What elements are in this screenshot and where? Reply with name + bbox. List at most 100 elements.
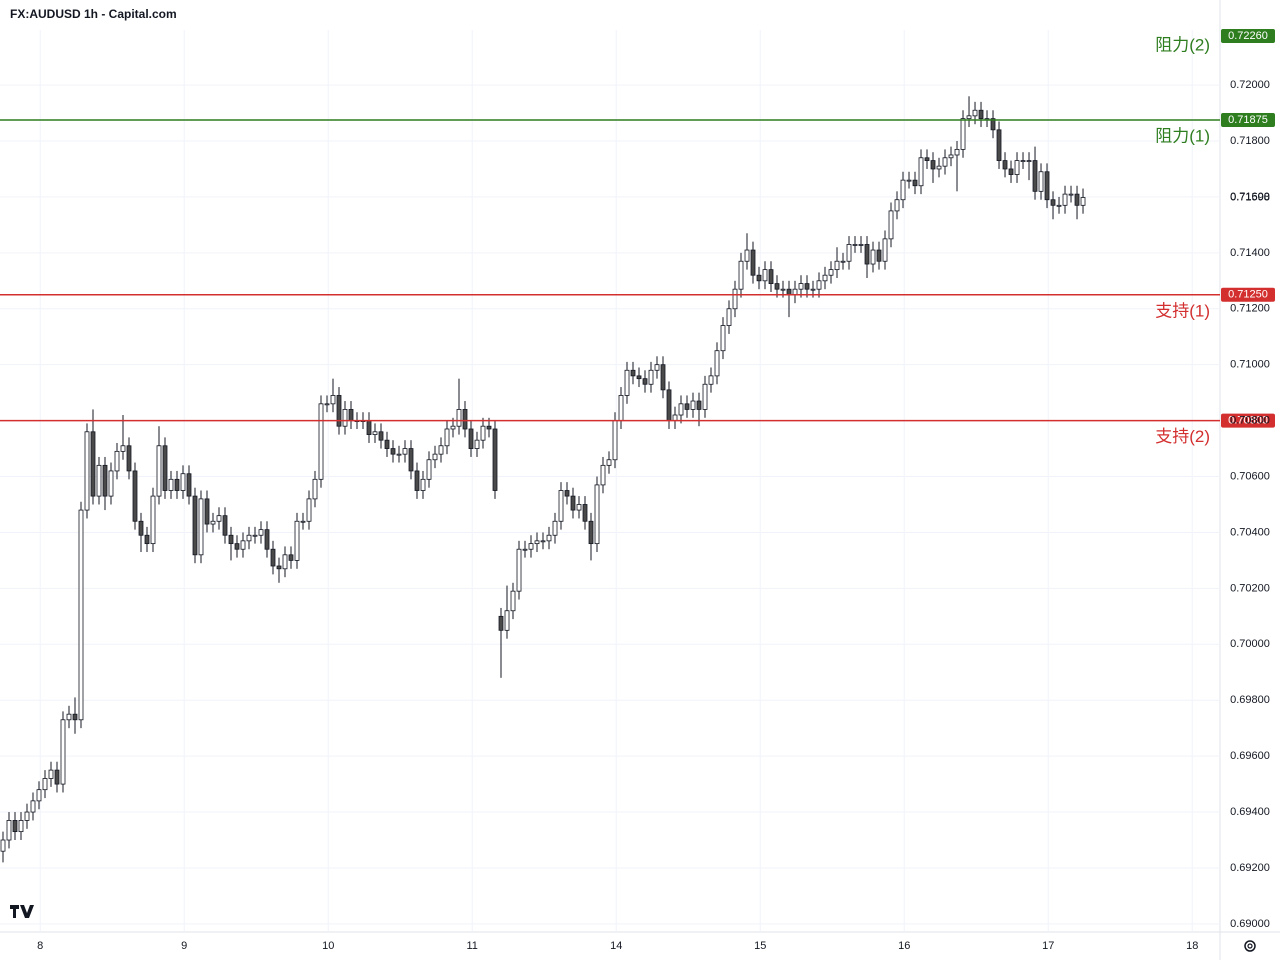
candle-body [810,288,816,291]
candle-body [906,179,912,182]
candle-body [1056,204,1062,207]
candle-body [318,403,324,480]
candle-body [186,473,192,497]
candle-body [714,350,720,377]
candle-body [936,165,942,170]
candle-body [510,590,516,612]
candle-body [114,450,120,472]
level-name: 支持(2) [1155,427,1210,446]
candle-body [444,428,450,447]
level-tag [1221,413,1275,428]
candle-body [576,504,582,511]
candle-body [738,260,744,290]
candle-body [168,478,174,491]
candle-body [972,109,978,117]
candle-body [672,414,678,422]
y-tick-label: 0.70400 [1230,526,1270,538]
candle-body [144,534,150,545]
candle-body [126,445,132,472]
candle-body [228,534,234,545]
levels: 0.72260 阻力(2) 0.71875 阻力(1) 0.71250 支持(1) 0.70… [0,29,1275,446]
candle-body [474,439,480,449]
candle-body [480,425,486,441]
chart-title: FX:AUDUSD 1h - Capital.com [10,7,177,21]
settings-icon[interactable] [1244,940,1256,952]
candle-body [348,409,354,422]
x-tick-label: 8 [37,940,43,952]
candle-body [1044,171,1050,201]
candle-body [1014,160,1020,175]
candle-body [846,244,852,262]
candle-body [918,157,924,187]
candle-body [768,269,774,285]
candle-body [276,565,282,570]
candle-body [78,509,84,721]
candle-body [954,148,960,156]
candle-body [546,534,552,542]
candle-body [486,425,492,430]
candle-body [522,548,528,551]
candle-body [726,308,732,326]
candle-body [84,431,90,511]
axes: 0.69000 0.69200 0.69400 0.69600 0.69800 0.700… [37,79,1270,952]
candle-body [792,288,798,296]
candle-body [174,478,180,491]
candle-body [0,839,6,852]
candle-body [240,540,246,550]
candle-body [618,395,624,422]
candle-body [18,820,24,833]
level-tag [1221,113,1275,128]
candle-body [996,129,1002,161]
candle-body [294,520,300,561]
level-name: 阻力(1) [1155,127,1210,146]
candle-body [420,478,426,491]
candle-body [90,431,96,497]
candle-body [942,157,948,167]
candle-body [414,470,420,491]
candle-body [396,453,402,456]
candle-body [384,439,390,449]
candle-body [750,249,756,276]
candle-body [252,534,258,537]
candle-body [456,409,462,427]
candle-body [630,369,636,377]
candle-body [690,400,696,410]
candle-body [684,403,690,410]
candle-body [102,464,108,497]
y-tick-label: 0.71400 [1230,247,1270,259]
candle-body [762,269,768,282]
candle-body [426,459,432,480]
y-tick-label: 0.70800 [1230,415,1270,427]
candle-body [264,529,270,550]
candle-body [60,719,66,785]
candle-body [180,473,186,491]
level-tag-label: 0.71875 [1228,114,1268,126]
candle-body [282,554,288,570]
candle-body [432,453,438,461]
candle-body [552,520,558,536]
candle-body [372,431,378,435]
candle-body [216,515,222,522]
candle-body [864,244,870,265]
candle-body [402,448,408,455]
candle-body [108,470,114,497]
x-tick-label: 14 [610,940,622,952]
candle-body [924,157,930,161]
candle-body [516,548,522,592]
candle-body [966,115,972,120]
candle-body [612,420,618,461]
candle-body [702,383,708,410]
candle-body [654,364,660,371]
y-tick-label: 0.69200 [1230,862,1270,874]
candle-body [12,820,18,833]
candle-body [798,283,804,290]
candle-body [900,179,906,201]
last-price-tag [1221,190,1275,205]
candle-body [528,543,534,550]
candle-body [24,811,30,821]
y-tick-label: 0.69000 [1230,918,1270,930]
candle-body [606,459,612,466]
level-name: 阻力(2) [1155,35,1210,54]
candle-body [840,260,846,263]
